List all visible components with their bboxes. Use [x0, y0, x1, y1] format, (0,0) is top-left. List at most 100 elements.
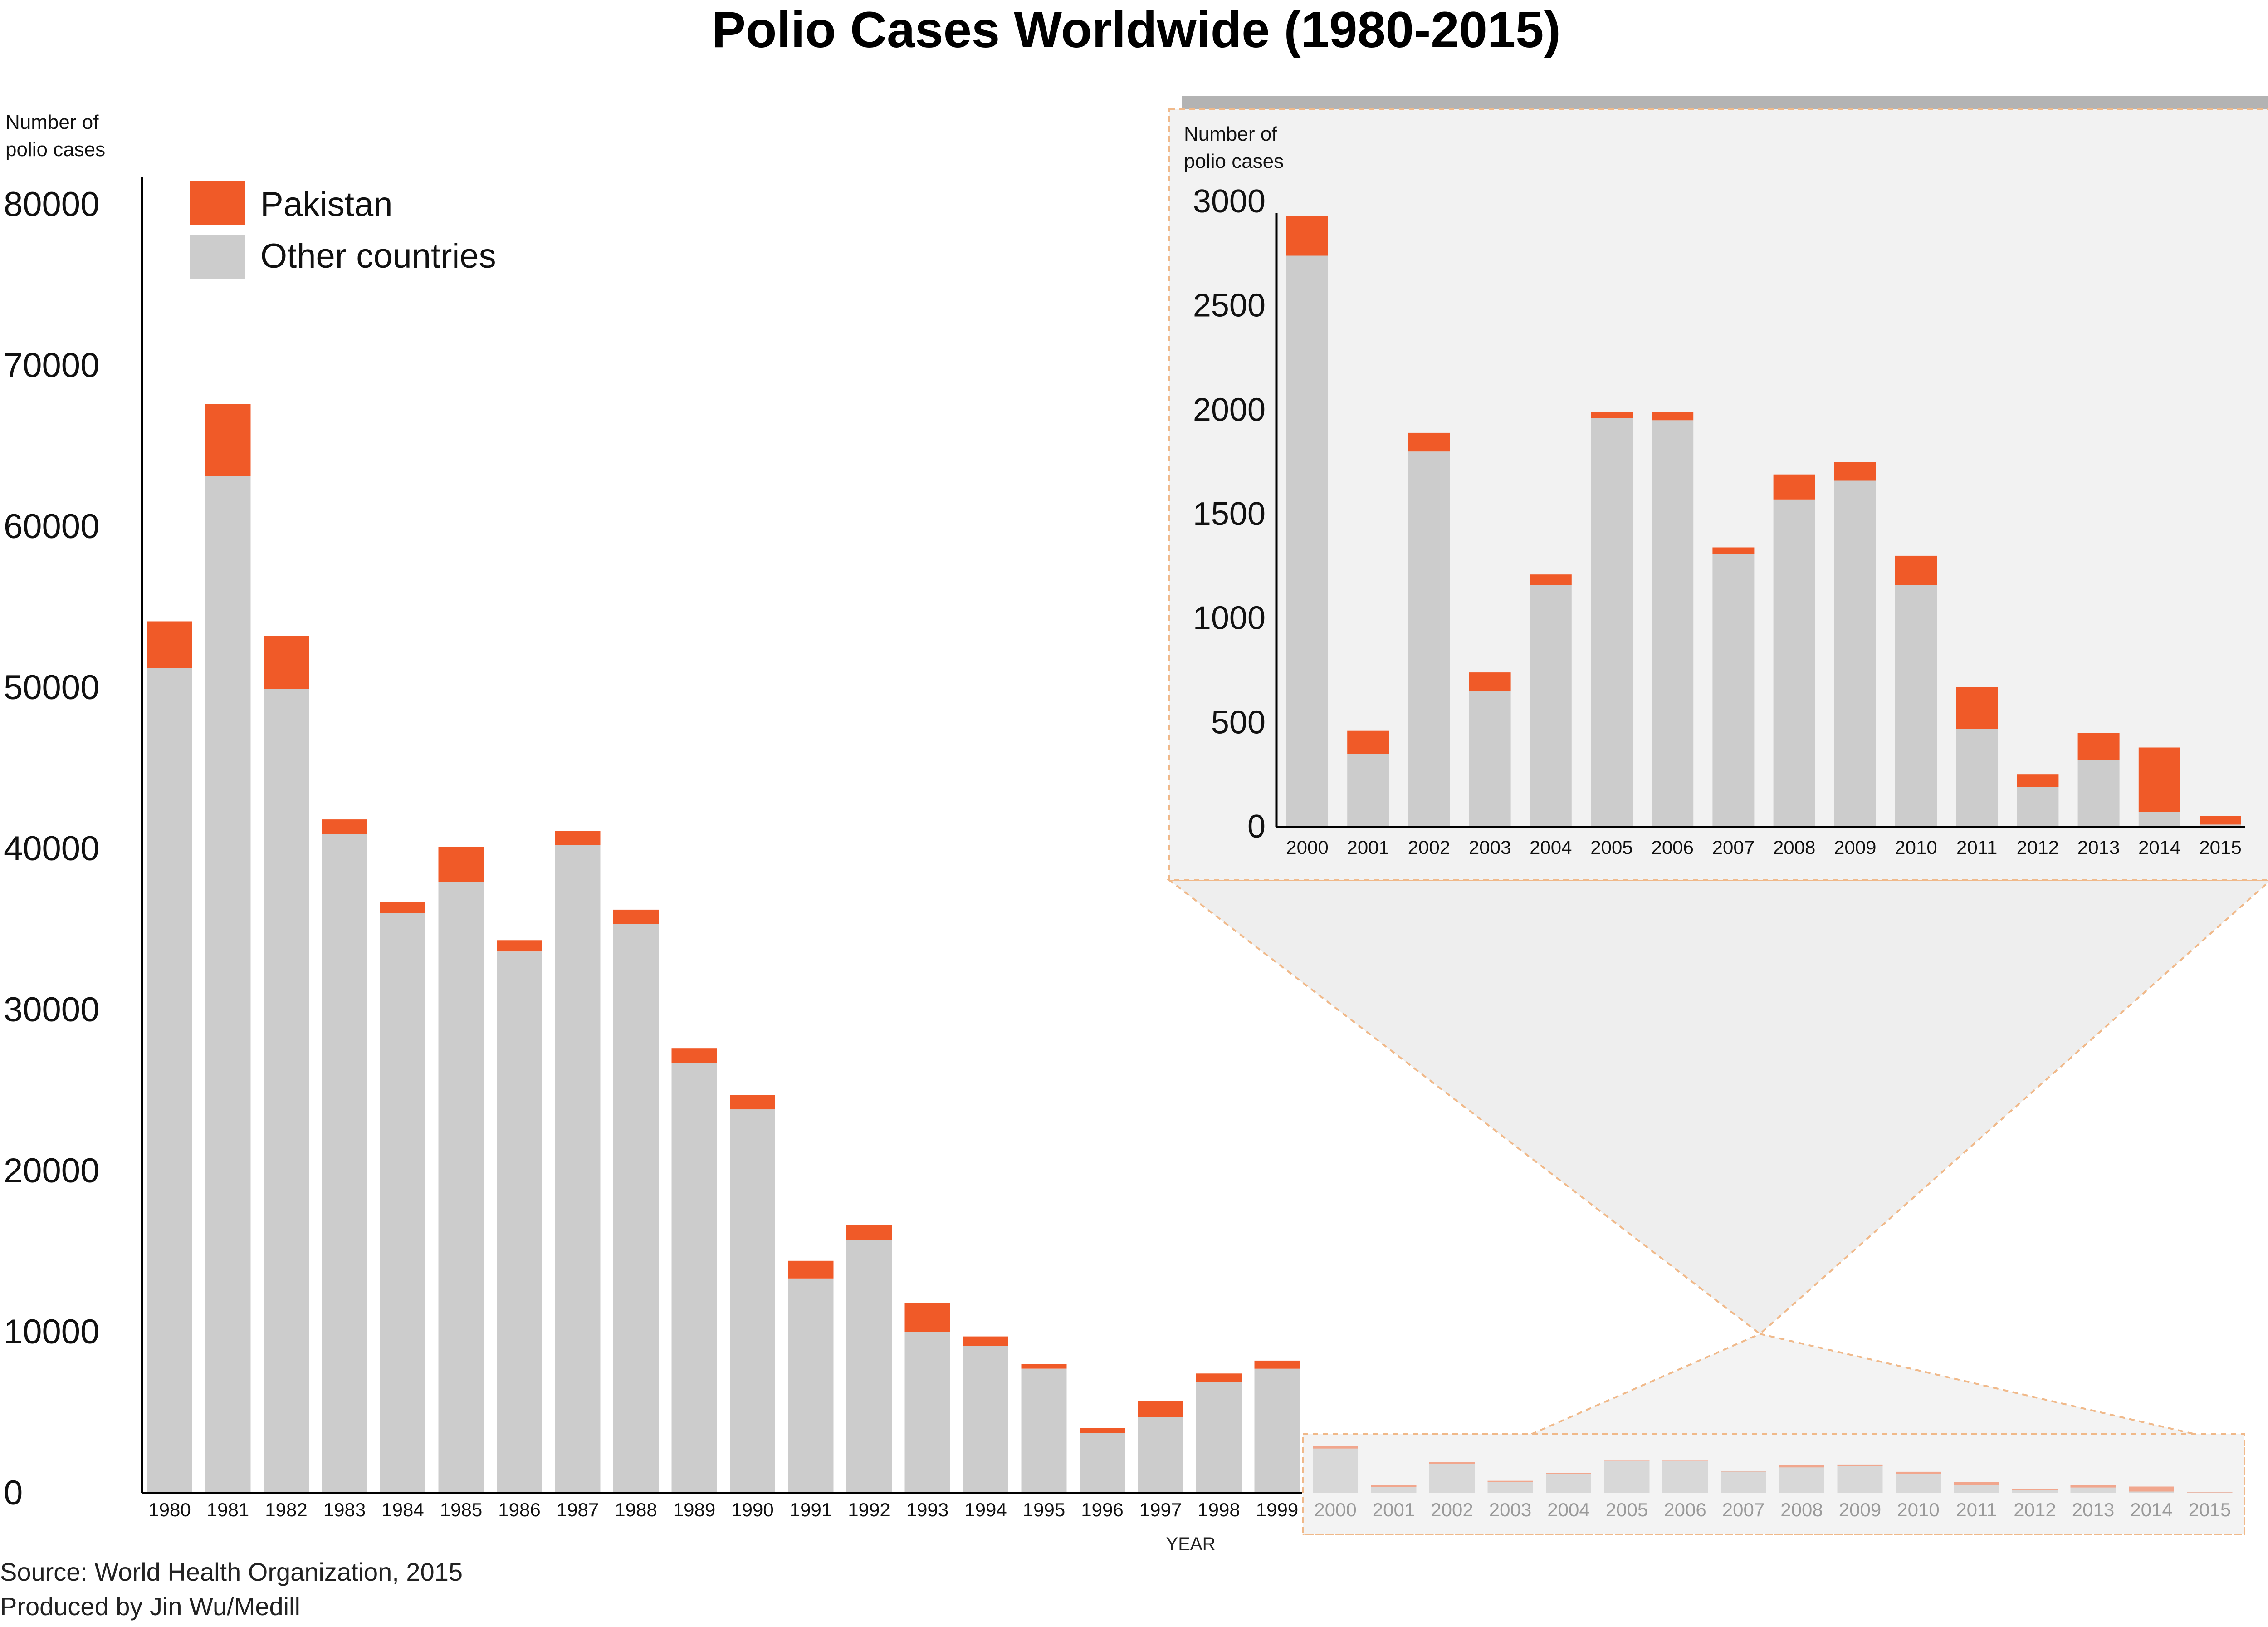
chart-title: Polio Cases Worldwide (1980-2015) [712, 1, 1561, 58]
bar-pakistan-1999 [1255, 1361, 1300, 1369]
bar-pakistan-1998 [1196, 1373, 1242, 1382]
bar-other-2011 [1954, 1485, 1999, 1493]
main-x-tick-label: 1983 [323, 1499, 366, 1520]
bar-pakistan-2012 [2012, 1489, 2058, 1490]
bar-other-2010 [1896, 1474, 1941, 1493]
bar-other-1999 [1255, 1369, 1300, 1493]
bar-other-2013 [2071, 1488, 2116, 1493]
inset-zoom-connector [1169, 880, 2268, 1334]
bar-pakistan-2001 [1371, 1485, 1417, 1487]
bar-pakistan-2000 [1313, 1446, 1358, 1449]
main-y-tick-label: 10000 [4, 1313, 99, 1351]
inset-bar-other-2005 [1591, 418, 1633, 827]
bar-other-2000 [1313, 1449, 1358, 1493]
inset-bar-other-2008 [1774, 500, 1815, 827]
inset-y-tick-label: 1000 [1193, 600, 1266, 637]
main-x-tick-label: 1988 [615, 1499, 657, 1520]
main-x-tick-label: 1999 [1256, 1499, 1298, 1520]
bar-pakistan-2004 [1546, 1473, 1591, 1474]
main-x-tick-label: 2014 [2130, 1499, 2172, 1520]
inset-bar-pakistan-2012 [2017, 774, 2058, 787]
legend-swatch-pakistan [190, 181, 245, 225]
main-y-tick-label: 0 [4, 1474, 23, 1512]
bar-other-1984 [380, 913, 425, 1493]
inset-x-tick-label: 2011 [1956, 837, 1997, 858]
bar-other-2012 [2012, 1490, 2058, 1493]
inset-bar-pakistan-2010 [1895, 556, 1937, 585]
bar-other-2008 [1779, 1467, 1824, 1493]
inset-bar-pakistan-2008 [1774, 475, 1815, 500]
inset-x-tick-label: 2015 [2199, 837, 2241, 858]
main-x-tick-label: 1994 [964, 1499, 1007, 1520]
inset-bar-pakistan-2006 [1652, 412, 1693, 420]
inset-y-tick-label: 500 [1211, 704, 1266, 740]
bar-other-2009 [1838, 1466, 1883, 1493]
bar-other-2004 [1546, 1474, 1591, 1493]
bar-pakistan-1987 [555, 831, 601, 845]
main-x-tick-label: 1992 [848, 1499, 890, 1520]
main-x-tick-label: 1997 [1139, 1499, 1182, 1520]
bar-pakistan-1985 [439, 847, 484, 882]
credit-note: Produced by Jin Wu/Medill [0, 1592, 300, 1621]
inset-bar-other-2011 [1956, 729, 1998, 827]
bar-pakistan-1988 [613, 910, 659, 924]
inset-bar-other-2012 [2017, 787, 2058, 827]
bar-pakistan-2009 [1838, 1465, 1883, 1466]
main-x-tick-label: 1991 [790, 1499, 832, 1520]
bar-other-1988 [613, 924, 659, 1493]
bar-other-2002 [1429, 1464, 1475, 1493]
main-x-tick-label: 1987 [557, 1499, 599, 1520]
main-y-tick-label: 70000 [4, 346, 99, 385]
legend-swatch-other [190, 235, 245, 279]
inset-y-tick-label: 2000 [1193, 392, 1266, 428]
inset-bar-pakistan-2013 [2078, 733, 2120, 760]
bar-pakistan-1983 [322, 819, 367, 834]
main-x-tick-label: 1984 [381, 1499, 424, 1520]
inset-x-tick-label: 2009 [1834, 837, 1876, 858]
inset-y-tick-label: 3000 [1193, 183, 1266, 220]
main-x-tick-label: 1996 [1081, 1499, 1123, 1520]
bar-pakistan-2010 [1896, 1472, 1941, 1474]
inset-x-tick-label: 2007 [1712, 837, 1755, 858]
inset-bar-other-2002 [1408, 451, 1450, 827]
inset-x-tick-label: 2004 [1530, 837, 1572, 858]
legend-label-pakistan: Pakistan [260, 185, 393, 224]
inset-bar-pakistan-2015 [2200, 816, 2241, 824]
inset-bar-pakistan-2003 [1469, 672, 1511, 691]
bar-pakistan-1989 [672, 1048, 717, 1063]
inset-bar-other-2001 [1347, 754, 1389, 827]
bar-other-2014 [2129, 1492, 2174, 1493]
main-y-tick-label: 40000 [4, 829, 99, 868]
main-x-tick-label: 2005 [1606, 1499, 1648, 1520]
inset-bar-other-2013 [2078, 760, 2120, 827]
main-x-tick-label: 1985 [440, 1499, 482, 1520]
main-x-tick-label: 2013 [2072, 1499, 2114, 1520]
inset-x-tick-label: 2002 [1408, 837, 1450, 858]
bar-other-1980 [147, 668, 192, 1493]
main-x-tick-label: 1998 [1198, 1499, 1240, 1520]
bar-other-1987 [555, 845, 601, 1493]
main-x-tick-label: 2015 [2189, 1499, 2231, 1520]
inset-bar-pakistan-2005 [1591, 412, 1633, 418]
source-note: Source: World Health Organization, 2015 [0, 1558, 463, 1586]
bar-other-1989 [672, 1063, 717, 1493]
main-y-tick-label: 80000 [4, 185, 99, 224]
inset-x-tick-label: 2014 [2138, 837, 2180, 858]
inset-bar-pakistan-2004 [1530, 574, 1572, 585]
inset-x-tick-label: 2012 [2017, 837, 2059, 858]
bar-pakistan-2002 [1429, 1462, 1475, 1464]
inset-bar-other-2010 [1895, 585, 1937, 827]
bar-pakistan-1990 [730, 1095, 775, 1109]
inset-y-label-line2: polio cases [1184, 150, 1284, 172]
main-x-tick-label: 1989 [673, 1499, 715, 1520]
bar-other-1997 [1138, 1417, 1183, 1493]
bar-other-1982 [264, 689, 309, 1493]
bar-other-2001 [1371, 1487, 1417, 1493]
inset-bar-other-2004 [1530, 585, 1572, 827]
bar-other-2003 [1488, 1482, 1533, 1493]
inset-x-tick-label: 2008 [1773, 837, 1815, 858]
bar-pakistan-2005 [1604, 1460, 1650, 1461]
inset-bar-other-2007 [1712, 554, 1754, 827]
inset-x-tick-label: 2013 [2077, 837, 2120, 858]
